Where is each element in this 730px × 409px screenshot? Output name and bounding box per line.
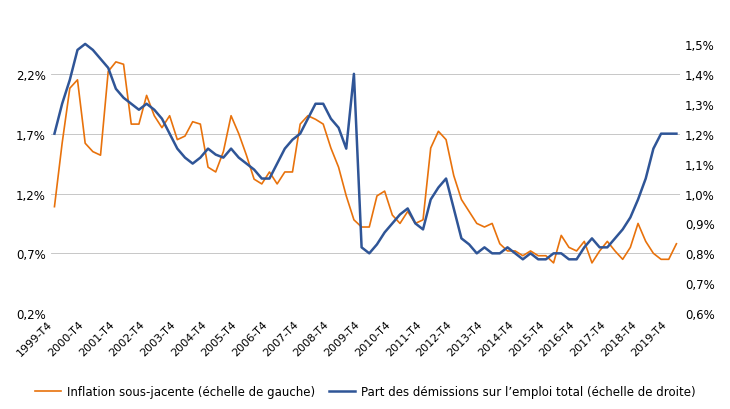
Part des démissions sur l’emploi total (échelle de droite) <box>350 72 358 77</box>
Legend: Inflation sous-jacente (échelle de gauche), Part des démissions sur l’emploi tot: Inflation sous-jacente (échelle de gauch… <box>30 381 700 403</box>
Inflation sous-jacente (échelle de gauche) <box>234 132 243 137</box>
Part des démissions sur l’emploi total (échelle de droite) <box>50 132 59 137</box>
Inflation sous-jacente (échelle de gauche) <box>672 242 681 247</box>
Part des démissions sur l’emploi total (échelle de droite) <box>227 147 236 152</box>
Inflation sous-jacente (échelle de gauche) <box>350 218 358 223</box>
Part des démissions sur l’emploi total (échelle de droite) <box>672 132 681 137</box>
Inflation sous-jacente (échelle de gauche) <box>112 60 120 65</box>
Inflation sous-jacente (échelle de gauche) <box>204 165 212 170</box>
Line: Inflation sous-jacente (échelle de gauche): Inflation sous-jacente (échelle de gauch… <box>55 63 677 263</box>
Inflation sous-jacente (échelle de gauche) <box>227 114 236 119</box>
Inflation sous-jacente (échelle de gauche) <box>542 254 550 258</box>
Part des démissions sur l’emploi total (échelle de droite) <box>204 147 212 152</box>
Part des démissions sur l’emploi total (échelle de droite) <box>518 257 527 262</box>
Inflation sous-jacente (échelle de gauche) <box>549 261 558 266</box>
Part des démissions sur l’emploi total (échelle de droite) <box>549 251 558 256</box>
Inflation sous-jacente (échelle de gauche) <box>50 205 59 210</box>
Line: Part des démissions sur l’emploi total (échelle de droite): Part des démissions sur l’emploi total (… <box>55 45 677 260</box>
Part des démissions sur l’emploi total (échelle de droite) <box>234 156 243 161</box>
Part des démissions sur l’emploi total (échelle de droite) <box>564 257 573 262</box>
Inflation sous-jacente (échelle de gauche) <box>564 245 573 250</box>
Part des démissions sur l’emploi total (échelle de droite) <box>81 43 90 47</box>
